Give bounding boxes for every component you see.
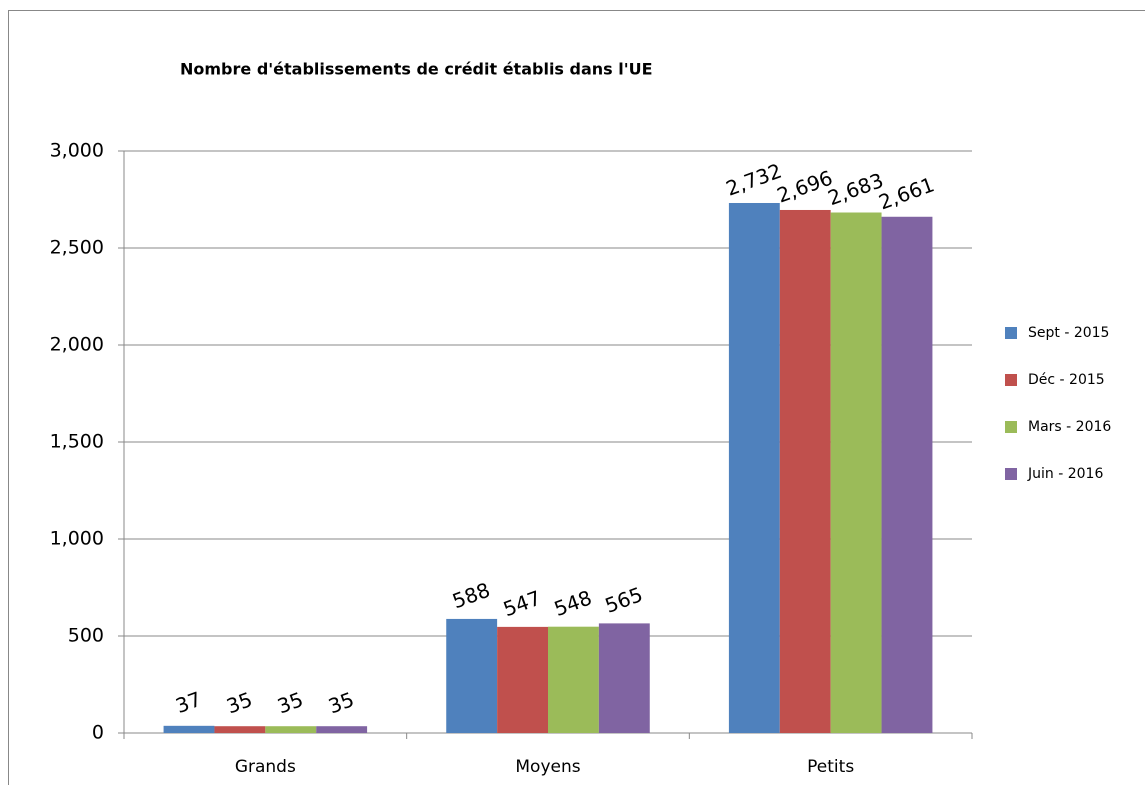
legend-label: Déc - 2015: [1028, 372, 1105, 388]
bar: [265, 726, 317, 733]
y-tick-label: 3,000: [50, 140, 104, 162]
legend-swatch: [1005, 468, 1017, 480]
y-tick-label: 0: [92, 722, 104, 744]
y-tick-label: 1,000: [50, 528, 104, 550]
data-label: 2,661: [875, 172, 937, 214]
bar: [316, 726, 368, 733]
data-label: 37: [172, 687, 204, 718]
bar: [548, 626, 599, 733]
y-tick-label: 500: [68, 625, 104, 647]
legend-swatch: [1005, 327, 1017, 339]
data-label: 35: [223, 687, 255, 718]
data-label: 2,683: [825, 168, 887, 210]
x-tick-label: Grands: [235, 757, 296, 777]
data-label: 547: [500, 586, 544, 622]
bar: [728, 202, 780, 733]
frame: [8, 10, 1145, 785]
legend-swatch: [1005, 374, 1017, 386]
bar: [830, 212, 882, 734]
legend-swatch: [1005, 421, 1017, 433]
x-tick-label: Petits: [807, 757, 854, 777]
x-tick-label: Moyens: [515, 757, 580, 777]
bar: [598, 623, 650, 733]
bar: [163, 725, 215, 733]
data-label: 565: [602, 582, 646, 618]
bar: [214, 726, 266, 733]
data-label: 548: [551, 585, 595, 621]
legend-label: Juin - 2016: [1027, 466, 1103, 482]
bar: [497, 626, 548, 733]
bar: [881, 216, 933, 734]
chart-title: Nombre d'établissements de crédit établi…: [180, 60, 653, 79]
y-tick-label: 2,500: [50, 237, 104, 259]
data-label: 2,732: [723, 159, 785, 201]
data-label: 35: [274, 687, 306, 718]
bar: [446, 618, 498, 733]
legend-label: Mars - 2016: [1028, 419, 1111, 435]
data-label: 35: [325, 687, 357, 718]
y-tick-label: 1,500: [50, 431, 104, 453]
legend-label: Sept - 2015: [1028, 325, 1109, 341]
y-tick-label: 2,000: [50, 334, 104, 356]
data-label: 588: [449, 578, 493, 614]
bar: [779, 209, 831, 733]
